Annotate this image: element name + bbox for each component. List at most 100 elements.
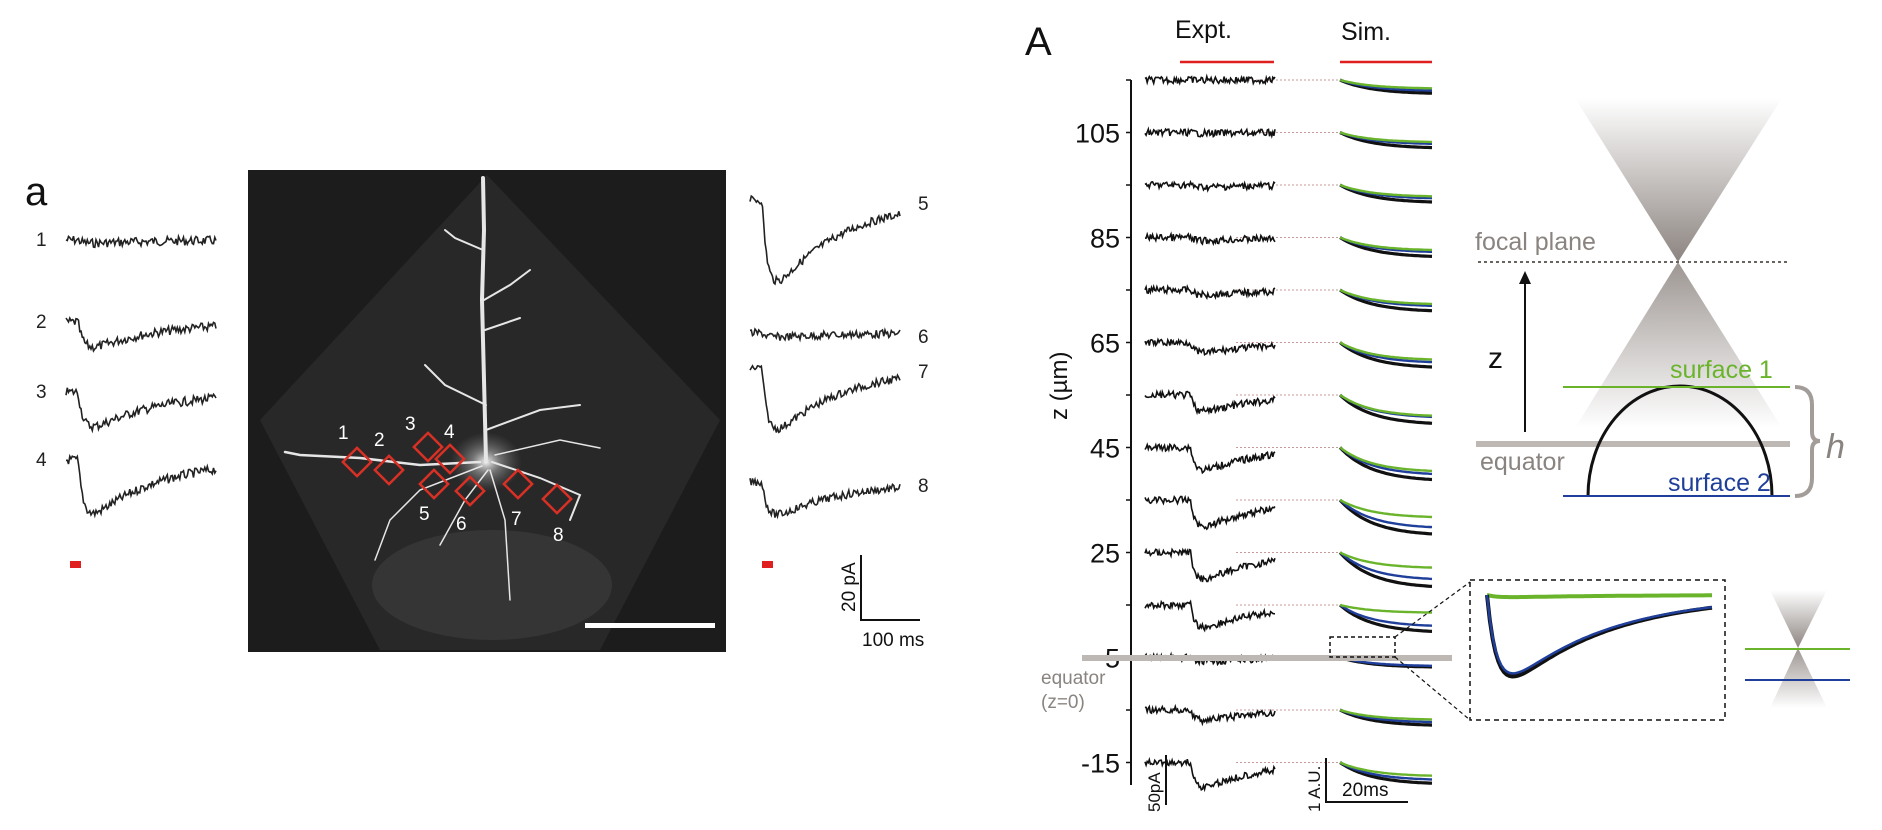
z-tick-label: 45 <box>1090 434 1120 464</box>
sim-trace <box>1339 603 1433 627</box>
roi-1 <box>341 446 373 478</box>
z-tick-label: 85 <box>1090 224 1120 254</box>
h-brace <box>1794 385 1821 498</box>
roi-label-6: 6 <box>456 514 467 535</box>
scale-sim-bar <box>1325 758 1408 803</box>
roi-label-3: 3 <box>405 414 416 435</box>
zoom-box <box>1469 579 1726 721</box>
sim-trace <box>1339 183 1432 198</box>
z-tick-label: 25 <box>1090 539 1120 569</box>
right-trace <box>749 327 901 343</box>
zoom-connector-bottom <box>1394 656 1471 721</box>
sim-trace <box>1339 708 1433 727</box>
scale-bar-a: 20 pA 100 ms <box>839 555 924 651</box>
z-tick-label: 105 <box>1075 119 1120 149</box>
sim-trace <box>1339 761 1433 781</box>
beam-cone-bottom <box>1575 262 1782 428</box>
sim-trace <box>1339 288 1432 306</box>
right-trace-label: 6 <box>918 327 929 348</box>
expt-header: Expt. <box>1175 16 1232 44</box>
scale-expt-label: 50pA <box>1145 772 1164 812</box>
zoom-trace-group <box>1485 593 1713 679</box>
left-trace <box>65 233 217 249</box>
beam-cone-top <box>1575 98 1782 262</box>
left-trace <box>65 387 217 434</box>
expt-trace <box>1144 179 1276 193</box>
sim-trace <box>1339 131 1433 150</box>
sim-trace <box>1339 341 1433 369</box>
sim-trace <box>1339 78 1432 90</box>
right-trace <box>749 364 901 434</box>
expt-trace <box>1144 547 1276 583</box>
z-arrow-head <box>1519 271 1531 284</box>
sim-trace <box>1339 498 1433 519</box>
expt-trace <box>1144 231 1276 247</box>
z-tick-label: 65 <box>1090 329 1120 359</box>
sim-trace <box>1339 551 1433 569</box>
sim-trace <box>1339 341 1433 361</box>
scale-sim-x-label: 20ms <box>1342 780 1388 801</box>
z-axis-label: z (µm) <box>1046 352 1073 420</box>
roi-label-4: 4 <box>444 422 455 443</box>
right-trace-label: 7 <box>918 362 929 383</box>
equator-label: equator <box>1041 668 1106 689</box>
sim-trace <box>1339 761 1433 777</box>
expt-trace <box>1144 73 1276 87</box>
left-trace-group: 1 2 3 4 <box>36 230 217 519</box>
z-tick-group: 105856545255-15 <box>1075 79 1131 779</box>
left-trace-label: 3 <box>36 382 47 403</box>
sim-trace <box>1339 761 1433 785</box>
depth-trace-group <box>1144 73 1433 793</box>
expt-trace <box>1144 126 1276 139</box>
right-trace-group: 5 6 7 8 <box>749 194 929 520</box>
sim-trace <box>1338 498 1433 536</box>
expt-trace <box>1144 703 1276 727</box>
sim-trace <box>1339 183 1433 204</box>
roi-label-8: 8 <box>553 525 564 546</box>
micrograph <box>248 170 726 652</box>
z-tick-label: -15 <box>1081 749 1120 779</box>
panel-A-label: A <box>1025 20 1052 64</box>
left-trace-label: 2 <box>36 312 47 333</box>
expt-trace <box>1144 442 1276 475</box>
roi-label-2: 2 <box>374 430 385 451</box>
sim-trace <box>1339 603 1432 614</box>
stim-marker-left <box>70 561 81 568</box>
sim-trace <box>1339 236 1433 258</box>
scale-a-y-label: 20 pA <box>839 562 860 612</box>
zoom-source-box <box>1329 636 1396 658</box>
sim-trace <box>1339 499 1433 529</box>
equator-diagram-label: equator <box>1480 448 1565 476</box>
roi-label-1: 1 <box>338 423 349 444</box>
geometry-diagram: focal plane z equator surface 1 surface … <box>1475 98 1845 498</box>
scale-a-x-label: 100 ms <box>862 630 924 651</box>
sim-trace <box>1339 288 1433 313</box>
zoom-connector-top <box>1394 581 1471 638</box>
roi-labels: 1 2 3 4 5 6 7 8 <box>338 414 564 546</box>
sim-header: Sim. <box>1341 18 1391 46</box>
right-trace-label: 8 <box>918 476 929 497</box>
equator-band <box>1082 655 1452 661</box>
roi-7 <box>502 468 534 500</box>
h-label: h <box>1826 428 1845 466</box>
zoom-blue-trace <box>1485 594 1713 675</box>
focal-plane-label: focal plane <box>1475 228 1596 256</box>
left-trace <box>65 315 217 353</box>
roi-label-5: 5 <box>419 504 430 525</box>
right-trace-label: 5 <box>918 194 929 215</box>
sim-trace <box>1338 393 1433 425</box>
expt-trace <box>1144 388 1276 416</box>
right-trace <box>749 194 901 286</box>
z-arrow-label: z <box>1488 342 1503 375</box>
roi-markers <box>341 431 573 515</box>
inset-cone <box>1745 590 1850 708</box>
roi-6 <box>454 475 486 507</box>
zoom-green-trace <box>1486 593 1712 600</box>
expt-trace <box>1144 494 1276 531</box>
expt-trace <box>1144 756 1276 793</box>
left-trace-label: 4 <box>36 450 47 471</box>
roi-3 <box>412 431 444 463</box>
roi-label-7: 7 <box>511 509 522 530</box>
sim-trace <box>1339 551 1433 581</box>
